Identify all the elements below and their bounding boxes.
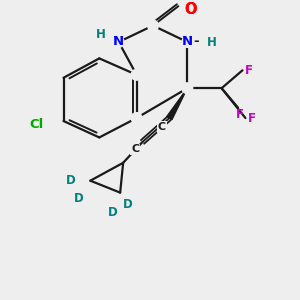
Text: F: F (245, 64, 253, 77)
Text: H: H (207, 36, 217, 50)
Text: O: O (184, 2, 197, 17)
Text: N: N (182, 35, 193, 49)
Text: -: - (194, 35, 199, 49)
Circle shape (148, 20, 158, 31)
Text: C: C (158, 122, 166, 132)
Text: N: N (182, 35, 193, 49)
Text: H: H (96, 28, 106, 41)
Text: O: O (184, 2, 197, 17)
Circle shape (182, 37, 193, 47)
Text: D: D (108, 206, 118, 218)
Text: F: F (248, 112, 256, 124)
Text: D: D (74, 192, 83, 205)
Polygon shape (167, 88, 187, 120)
Text: N: N (113, 35, 124, 49)
Circle shape (182, 83, 193, 94)
Text: F: F (236, 108, 244, 121)
Circle shape (131, 69, 142, 80)
Circle shape (113, 37, 124, 47)
Text: D: D (66, 174, 76, 187)
Circle shape (131, 113, 142, 123)
Text: D: D (123, 198, 133, 211)
Text: N: N (113, 35, 124, 49)
Text: C: C (131, 144, 139, 154)
Text: Cl: Cl (29, 118, 44, 130)
